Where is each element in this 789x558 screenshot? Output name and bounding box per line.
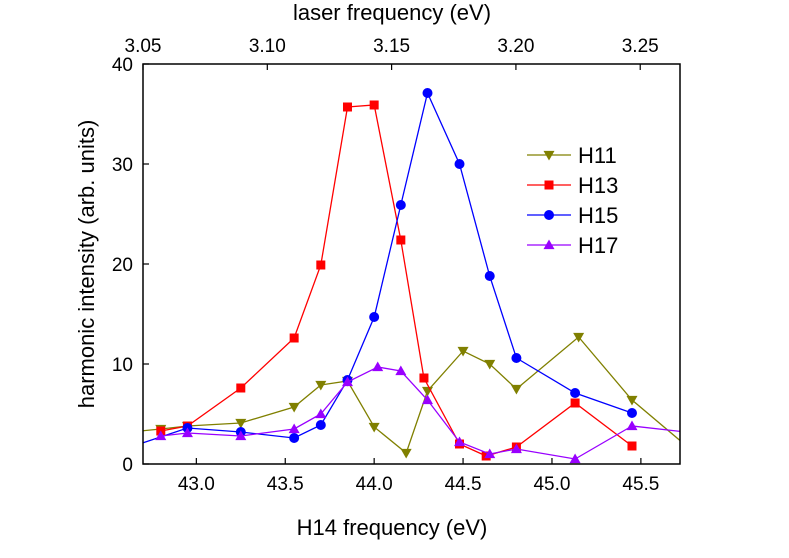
x-tick-label: 43.0 — [178, 474, 215, 495]
data-point-h17 — [626, 420, 638, 431]
data-point-h11 — [315, 380, 327, 391]
data-point-h13 — [289, 333, 299, 343]
data-point-h13 — [369, 100, 379, 110]
legend-item-h17: H17 — [527, 233, 618, 258]
data-point-h13 — [342, 102, 352, 112]
series-h11 — [125, 332, 680, 459]
y-tick-label: 40 — [112, 55, 133, 76]
y-axis-title: harmonic intensity (arb. units) — [74, 120, 99, 409]
data-point-h17 — [484, 448, 496, 459]
data-point-h15 — [570, 388, 581, 398]
data-point-h11 — [484, 359, 496, 370]
legend-marker — [543, 150, 555, 161]
plot-frame — [142, 63, 681, 465]
data-point-h17 — [569, 453, 581, 464]
legend-label: H17 — [578, 233, 618, 258]
y-tick-label: 30 — [112, 155, 133, 176]
data-point-h15 — [395, 200, 406, 210]
series-h17 — [155, 361, 680, 464]
x2-axis-title: laser frequency (eV) — [293, 0, 491, 25]
x2-tick-label: 3.05 — [125, 36, 162, 57]
series-line-h15 — [143, 90, 633, 444]
data-point-h17 — [372, 361, 384, 372]
data-point-h15 — [422, 88, 433, 98]
data-point-h13 — [396, 235, 406, 245]
data-point-h11 — [573, 332, 585, 343]
data-point-h17 — [315, 408, 327, 419]
x2-tick-label: 3.25 — [622, 36, 659, 57]
data-point-h17 — [395, 365, 407, 376]
data-point-h15 — [315, 420, 326, 430]
legend-marker — [544, 210, 554, 220]
data-point-h15 — [626, 408, 637, 418]
x2-tick-label: 3.20 — [497, 36, 534, 57]
data-point-h13 — [236, 383, 246, 393]
data-point-h11 — [679, 440, 680, 442]
x2-tick-label: 3.15 — [373, 36, 410, 57]
legend-marker — [543, 239, 555, 250]
data-point-h17 — [181, 427, 193, 438]
data-point-h15 — [511, 353, 522, 363]
legend-marker — [544, 180, 554, 190]
data-point-h11 — [288, 402, 300, 413]
legend-label: H11 — [578, 143, 617, 168]
data-point-h17 — [341, 376, 353, 387]
data-point-h13 — [570, 398, 580, 408]
legend: H11 H13 H15 H17 — [527, 143, 618, 258]
x-tick-label: 44.0 — [356, 474, 393, 495]
x-tick-label: 45.5 — [622, 474, 659, 495]
data-point-h17 — [510, 443, 522, 454]
data-point-h11 — [457, 346, 469, 357]
series-line-h13 — [160, 104, 633, 457]
data-point-h13 — [316, 260, 326, 270]
data-point-h11 — [400, 448, 412, 459]
data-point-h11 — [510, 384, 522, 395]
data-point-h15 — [126, 442, 136, 452]
data-point-h17 — [422, 394, 434, 405]
y-tick-label: 0 — [122, 455, 133, 476]
data-point-h15 — [369, 312, 380, 322]
x-tick-label: 45.0 — [533, 474, 570, 495]
y-tick-label: 20 — [112, 255, 133, 276]
legend-item-h15: H15 — [527, 203, 618, 228]
data-point-h13 — [419, 373, 429, 383]
data-point-h17 — [288, 423, 300, 434]
data-point-h11 — [235, 418, 247, 429]
data-point-h17 — [454, 436, 466, 447]
data-point-h15 — [484, 271, 495, 281]
legend-item-h13: H13 — [527, 173, 618, 198]
data-point-h15 — [289, 433, 300, 443]
legend-label: H15 — [578, 203, 618, 228]
data-point-h17 — [679, 435, 680, 437]
data-point-h11 — [368, 422, 380, 433]
x2-tick-label: 3.10 — [249, 36, 286, 57]
ticks-layer: 43.0 43.5 44.0 44.5 45.0 45.5 0 10 20 30 403.05 3.1… — [112, 36, 660, 495]
data-point-h13 — [627, 441, 637, 451]
series-layer — [125, 88, 680, 464]
legend-item-h11: H11 — [527, 143, 617, 168]
x-axis-title: H14 frequency (eV) — [297, 515, 488, 540]
series-line-h11 — [143, 336, 680, 455]
x-tick-label: 44.5 — [445, 474, 482, 495]
data-point-h17 — [155, 430, 167, 441]
data-point-h11 — [125, 428, 136, 438]
legend-label: H13 — [578, 173, 618, 198]
x-tick-label: 43.5 — [267, 474, 304, 495]
data-point-h17 — [235, 430, 247, 441]
data-point-h15 — [454, 159, 465, 169]
y-tick-label: 10 — [112, 355, 133, 376]
data-point-h11 — [626, 395, 638, 406]
